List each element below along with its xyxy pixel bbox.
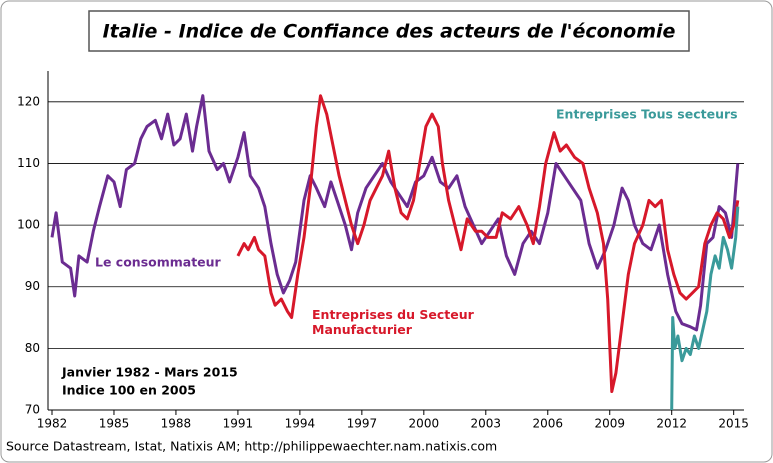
y-tick-label: 120 — [17, 94, 40, 108]
series-label: Le consommateur — [95, 255, 222, 270]
x-tick-label: 2015 — [718, 417, 749, 431]
series-line — [236, 94, 740, 393]
y-tick-label: 80 — [25, 341, 40, 355]
x-tick-label: 1982 — [37, 417, 68, 431]
x-tick-label: 2000 — [409, 417, 440, 431]
series-line — [670, 206, 740, 411]
x-tick-label: 1991 — [223, 417, 254, 431]
x-tick-label: 2003 — [471, 417, 502, 431]
x-tick-label: 1994 — [285, 417, 316, 431]
y-tick-label: 100 — [17, 218, 40, 232]
source: Source Datastream, Istat, Natixis AM; ht… — [6, 439, 497, 454]
x-tick-label: 2006 — [532, 417, 563, 431]
series-line — [50, 94, 740, 332]
x-tick-label: 1985 — [99, 417, 130, 431]
y-tick-label: 110 — [17, 156, 40, 170]
y-tick-label: 70 — [25, 403, 40, 417]
plot-area: 70 80 90 100 110 120 1982 1985 1988 1991 1994 1997 2… — [17, 71, 749, 431]
series-label: Entreprises Tous secteurs — [556, 107, 738, 122]
x-tick-label: 2009 — [594, 417, 625, 431]
title-box — [88, 10, 690, 52]
x-tick-label: 1988 — [161, 417, 192, 431]
series-label: Entreprises du Secteur Manufacturier — [312, 307, 474, 337]
series-label-box: Entreprises du Secteur Manufacturier — [312, 307, 474, 337]
y-tick-label: 90 — [25, 279, 40, 293]
x-tick-label: 2012 — [656, 417, 687, 431]
x-tick-label: 1997 — [347, 417, 378, 431]
chart-title: Italie - Indice de Confiance des acteurs… — [103, 21, 676, 43]
note: Indice 100 en 2005 — [62, 383, 196, 398]
note: Janvier 1982 - Mars 2015 — [61, 365, 238, 380]
